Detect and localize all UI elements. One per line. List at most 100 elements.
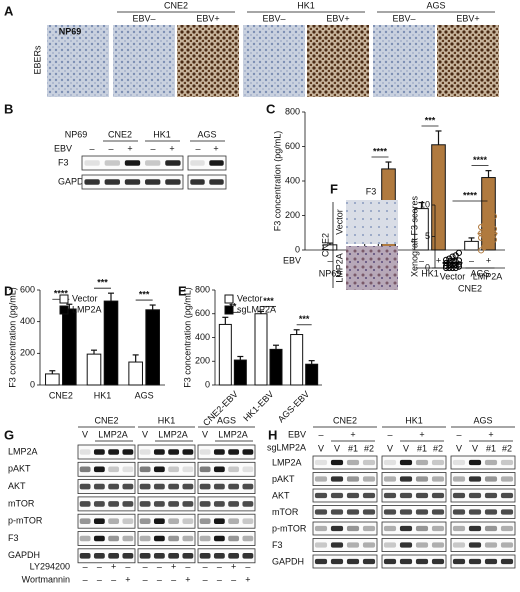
panel-letter: G [4, 427, 14, 442]
legend-swatch [59, 305, 69, 315]
blot-band [108, 501, 120, 507]
lane-label: – [157, 561, 162, 571]
lane-label: #1 [348, 443, 358, 453]
y-tick-label: 800 [195, 284, 210, 294]
blot-band [122, 553, 134, 559]
blot-band [182, 518, 194, 524]
y-tick-label: 400 [285, 175, 300, 185]
cell-line: CNE2 [108, 129, 132, 139]
blot-band [500, 525, 514, 532]
blot-band [431, 459, 445, 466]
blot-band [168, 535, 180, 542]
blot-band [431, 492, 445, 499]
blot-frame [197, 444, 256, 460]
blot-band [314, 509, 328, 515]
blot-band [383, 509, 397, 515]
blot-band [346, 509, 360, 515]
blot-band [213, 518, 225, 524]
blot-frame [137, 496, 196, 512]
x-row-label: EBV [283, 255, 301, 265]
y-axis-title: F3 concentration (pg/mL) [182, 287, 192, 388]
blot-frame [450, 472, 516, 486]
blot-band [484, 476, 498, 482]
blot-band [330, 492, 344, 499]
blot-band [145, 179, 161, 185]
stain-label: F3 [366, 186, 377, 196]
lane-label: + [436, 255, 441, 265]
lane-label: #2 [502, 443, 512, 453]
row-label: EBERs [32, 45, 42, 75]
x-tick-label: Vector [440, 271, 466, 281]
blot-band [168, 449, 180, 455]
panel-letter: B [4, 101, 13, 116]
row-label: GAPDH [272, 556, 304, 566]
data-point [490, 225, 497, 233]
blot-band [93, 501, 105, 507]
blot-frame [381, 505, 447, 519]
blot-band [93, 466, 105, 473]
cell-line: NP69 [65, 129, 88, 139]
blot-band [314, 476, 328, 482]
blot-band [452, 476, 466, 482]
blot-band [484, 459, 498, 466]
blot-frame [381, 521, 447, 536]
blot-band [362, 525, 376, 532]
blot-band [213, 553, 225, 559]
blot-band [228, 535, 240, 542]
y-tick-label: 10 [420, 199, 430, 209]
row-label: p-mTOR [272, 523, 307, 533]
lane-label: – [318, 429, 323, 439]
x-tick-label: AGS-EBV [276, 389, 311, 424]
blot-band [399, 558, 413, 565]
blot-band [153, 518, 165, 524]
lane-label: + [213, 143, 218, 153]
legend-swatch [224, 305, 234, 315]
lane-label: V [318, 443, 324, 453]
blot-band [124, 179, 141, 185]
row-label: LMP2A [272, 457, 302, 467]
data-point [455, 249, 462, 256]
lane-label: – [157, 574, 162, 584]
blot-frame [450, 488, 516, 503]
lane-label: V [142, 429, 148, 439]
blot-band [431, 509, 445, 515]
blot-band [468, 509, 482, 515]
ihc-image [177, 25, 239, 97]
blot-frame [197, 496, 256, 512]
bar [62, 308, 77, 386]
blot-band [93, 518, 105, 524]
blot-band [199, 466, 211, 473]
blot-band [484, 542, 498, 548]
blot-frame [137, 479, 196, 495]
blot-band [383, 492, 397, 499]
blot-band [139, 501, 151, 507]
blot-band [383, 476, 397, 482]
blot-band [93, 535, 105, 542]
blot-band [228, 449, 240, 455]
lane-label: – [469, 255, 474, 265]
blot-band [346, 459, 360, 466]
blot-band [431, 558, 445, 565]
blot-band [124, 160, 141, 166]
row-label: GAPDH [8, 550, 40, 560]
blot-frame [381, 455, 447, 470]
lane-label: – [231, 574, 236, 584]
blot-band [484, 558, 498, 565]
blot-band [108, 553, 120, 559]
lane-label: + [419, 429, 424, 439]
data-point [478, 247, 485, 254]
blot-frame [381, 472, 447, 486]
blot-band [153, 483, 165, 490]
data-point [481, 244, 488, 251]
data-point [490, 213, 497, 220]
sig-label: *** [299, 314, 310, 324]
blot-band [484, 509, 498, 515]
blot-band [468, 476, 482, 482]
blot-band [228, 466, 240, 473]
blot-band [168, 553, 180, 559]
blot-band [79, 501, 91, 507]
blot-frame [77, 479, 136, 495]
blot-band [108, 449, 120, 455]
row-label: GAPDH [58, 176, 90, 186]
